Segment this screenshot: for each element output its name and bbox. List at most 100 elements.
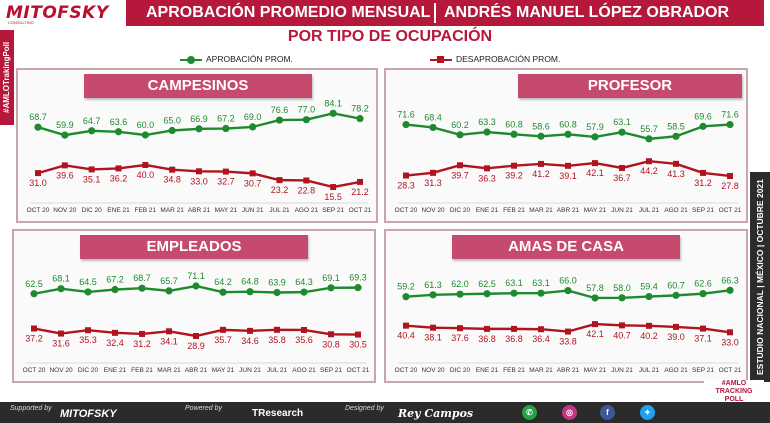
x-tick-label: MAR 21 (160, 207, 184, 214)
disapproval-point (403, 172, 409, 179)
x-tick-label: AGO 21 (664, 207, 688, 214)
approval-point (273, 288, 281, 297)
disapproval-data-label: 37.2 (25, 334, 43, 344)
disapproval-data-label: 36.8 (505, 334, 523, 344)
powered-by-name: TResearch (252, 408, 304, 419)
approval-data-label: 59.9 (56, 120, 74, 130)
approval-data-label: 64.5 (79, 277, 97, 287)
x-tick-label: FEB 21 (503, 367, 525, 374)
instagram-icon[interactable]: ◎ (562, 405, 577, 420)
approval-data-label: 66.9 (190, 114, 208, 124)
disapproval-point (484, 325, 490, 332)
approval-data-label: 59.4 (640, 282, 658, 292)
x-tick-label: SEP 21 (320, 367, 342, 374)
side-tag: #AMLOTrakingPoll (2, 41, 11, 114)
disapproval-data-label: 27.8 (721, 181, 739, 191)
approval-data-label: 61.3 (424, 280, 442, 290)
approval-point (111, 285, 119, 294)
disapproval-point (673, 160, 679, 167)
disapproval-point (430, 169, 436, 176)
disapproval-point (61, 162, 68, 169)
disapproval-data-label: 30.5 (349, 340, 367, 350)
disapproval-data-label: 35.7 (214, 335, 232, 345)
x-tick-label: NOV 20 (421, 207, 445, 214)
disapproval-point (169, 166, 176, 173)
disapproval-point (58, 330, 64, 337)
x-tick-label: OCT 20 (23, 367, 46, 374)
twitter-icon[interactable]: ✦ (640, 405, 655, 420)
title-bar: APROBACIÓN PROMEDIO MENSUAL ANDRÉS MANUE… (126, 0, 764, 26)
x-tick-label: ABR 21 (557, 367, 580, 374)
approval-point (645, 292, 653, 301)
approval-data-label: 68.1 (52, 274, 70, 284)
approval-point (429, 123, 437, 132)
supported-by-label: Supported by (10, 405, 52, 412)
approval-point (672, 291, 680, 299)
disapproval-point (565, 162, 571, 169)
disapproval-point (727, 329, 733, 336)
approval-data-label: 63.3 (478, 117, 496, 127)
disapproval-data-label: 39.0 (667, 332, 685, 342)
approval-point (537, 289, 545, 297)
approval-point (591, 294, 599, 302)
disapproval-point (88, 166, 95, 173)
approval-point (219, 288, 227, 296)
badge-line-2: TRACKING (715, 388, 753, 395)
supported-by-name: MITOFSKY (60, 408, 117, 420)
x-tick-label: MAY 21 (215, 207, 238, 214)
powered-by-label: Powered by (185, 405, 222, 412)
x-tick-label: OCT 21 (347, 367, 370, 374)
approval-data-label: 65.0 (163, 116, 181, 126)
disapproval-data-label: 41.3 (667, 169, 685, 179)
x-tick-label: OCT 21 (349, 207, 372, 214)
line-chart-profesor: OCT 20 NOV 20 DIC 20 ENE 21 FEB 21 MAR 21 ABR … (395, 110, 742, 214)
logo-subtitle: CONSULTING (8, 20, 34, 25)
panel-title-empleados: EMPLEADOS (80, 235, 308, 259)
approval-point (84, 288, 92, 296)
approval-data-label: 62.5 (25, 279, 43, 289)
approval-data-label: 63.9 (268, 277, 286, 287)
line-chart-empleados: OCT 20 NOV 20 DIC 20 ENE 21 FEB 21 MAR 21 ABR … (23, 271, 370, 374)
approval-point (354, 284, 362, 292)
approval-data-label: 68.7 (29, 112, 47, 122)
x-tick-label: JUN 21 (611, 367, 633, 374)
disapproval-data-label: 21.2 (351, 187, 369, 197)
disapproval-data-label: 32.7 (217, 177, 235, 187)
panel-title-campesinos: CAMPESINOS (84, 74, 312, 98)
x-tick-label: OCT 21 (719, 207, 742, 214)
approval-data-label: 69.3 (349, 273, 367, 283)
disapproval-point (511, 162, 517, 169)
x-tick-label: ABR 21 (557, 207, 580, 214)
line-chart-campesinos: OCT 20 NOV 20 DIC 20 ENE 21 FEB 21 MAR 21 ABR … (27, 98, 372, 214)
disapproval-point (249, 170, 256, 177)
disapproval-point (274, 326, 280, 333)
approval-data-label: 78.2 (351, 104, 369, 114)
disapproval-point (220, 326, 226, 333)
side-tag-background (0, 30, 14, 125)
whatsapp-icon[interactable]: ✆ (522, 405, 537, 420)
disapproval-point (646, 322, 652, 329)
approval-point (88, 127, 96, 135)
approval-point (114, 128, 123, 136)
approval-point (456, 290, 464, 298)
approval-data-label: 84.1 (324, 98, 342, 108)
disapproval-data-label: 37.6 (451, 333, 469, 343)
disapproval-point (511, 325, 517, 332)
facebook-icon[interactable]: f (600, 405, 615, 420)
chart-subtitle: POR TIPO DE OCUPACIÓN (287, 28, 493, 45)
approval-point (510, 289, 518, 297)
disapproval-point (538, 326, 544, 333)
header: MITOFSKY CONSULTING APROBACIÓN PROMEDIO … (0, 0, 770, 26)
x-tick-label: OCT 20 (395, 207, 418, 214)
disapproval-data-label: 40.2 (640, 331, 658, 341)
x-tick-label: MAY 21 (584, 367, 607, 374)
disapproval-point (31, 325, 37, 332)
disapproval-point (673, 323, 679, 330)
disapproval-data-label: 30.8 (322, 339, 340, 349)
disapproval-data-label: 44.2 (640, 166, 658, 176)
approval-point (726, 120, 734, 129)
disapproval-data-label: 31.3 (424, 178, 442, 188)
x-tick-label: FEB 21 (131, 367, 153, 374)
approval-data-label: 71.6 (397, 110, 415, 120)
disapproval-data-label: 36.4 (532, 334, 550, 344)
